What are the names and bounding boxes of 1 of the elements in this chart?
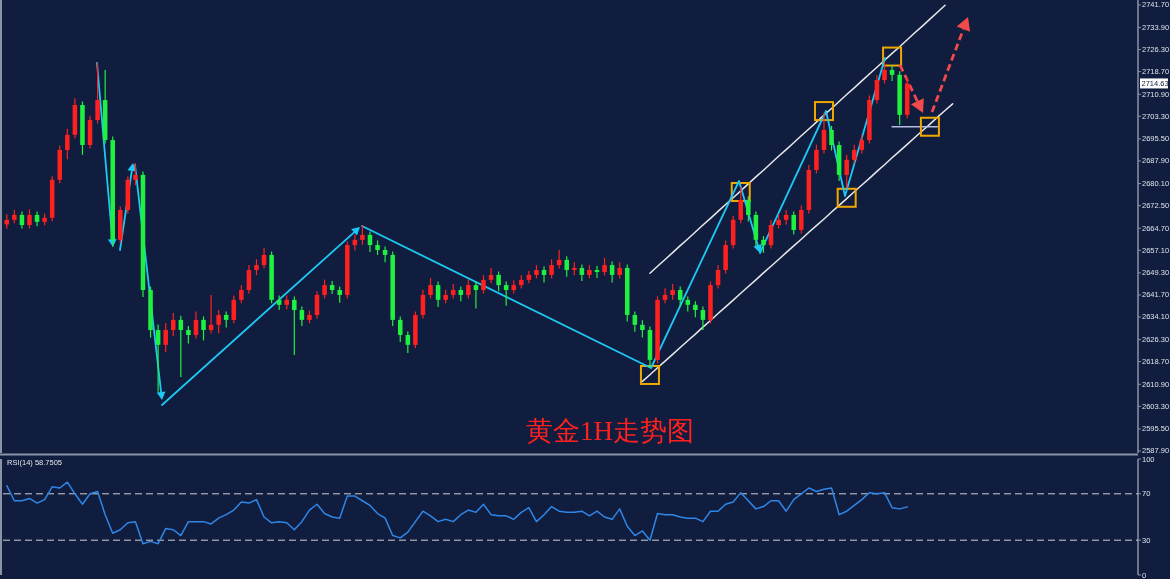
title: 黄金1H走势图 — [526, 416, 694, 446]
